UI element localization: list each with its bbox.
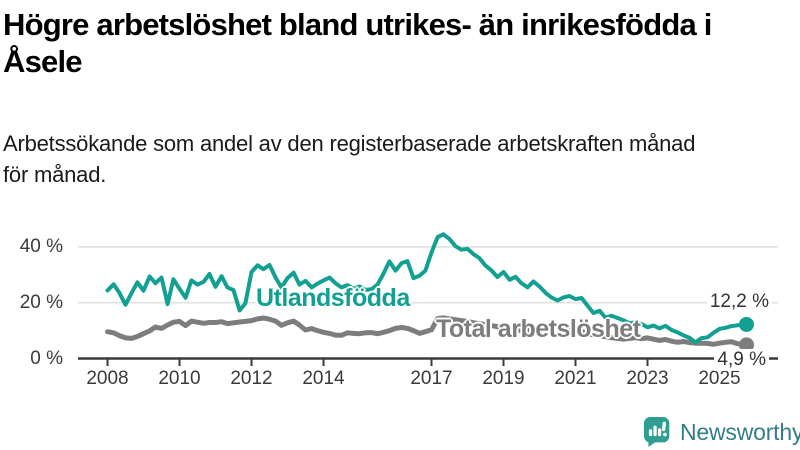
series-label-total-arbetsloshet: Total arbetslöshet	[436, 315, 641, 343]
x-axis-tick-label: 2025	[698, 368, 741, 389]
chart-subtitle: Arbetssökande som andel av den registerb…	[3, 128, 773, 190]
x-axis-tick-label: 2012	[230, 368, 273, 389]
subtitle-line-1: Arbetssökande som andel av den registerb…	[3, 131, 696, 156]
end-value-label-total: 4,9 %	[714, 349, 769, 371]
x-axis-tick-label: 2023	[626, 368, 669, 389]
x-axis-tick-label: 2021	[554, 368, 597, 389]
x-axis-tick-label: 2019	[482, 368, 525, 389]
x-axis-tick-label: 2014	[302, 368, 345, 389]
y-axis-tick-label: 20 %	[19, 291, 63, 313]
page-title: Högre arbetslöshet bland utrikes- än inr…	[3, 6, 763, 80]
x-axis-tick-label: 2010	[158, 368, 201, 389]
x-axis-tick-label: 2008	[86, 368, 129, 389]
newsworthy-logo[interactable]: Newsworthy	[643, 416, 800, 448]
newsworthy-chart-bubble-icon	[643, 417, 670, 447]
series-label-utlandsfodda: Utlandsfödda	[256, 284, 410, 312]
subtitle-line-2: för månad.	[3, 162, 107, 187]
end-value-label-utlandsfodda: 12,2 %	[706, 291, 772, 313]
y-axis-tick-label: 40 %	[19, 235, 63, 257]
brand-name: Newsworthy	[680, 418, 800, 445]
y-axis-tick-label: 0 %	[30, 347, 63, 369]
title-line-1: Högre arbetslöshet bland utrikes- än inr…	[3, 7, 712, 42]
x-axis-tick-label: 2017	[410, 368, 453, 389]
title-line-2: Åsele	[3, 44, 83, 79]
